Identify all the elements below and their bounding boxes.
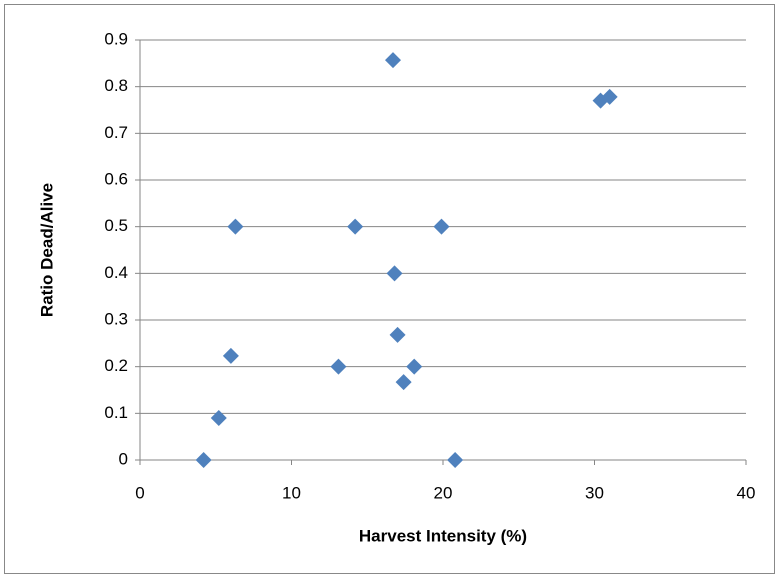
x-tick-label: 10	[282, 483, 301, 502]
y-axis-title: Ratio Dead/Alive	[37, 183, 56, 317]
point	[395, 374, 412, 391]
y-tick-label: 0.4	[104, 263, 128, 282]
point	[195, 452, 212, 468]
x-tick-label: 30	[585, 483, 604, 502]
point	[389, 326, 406, 343]
y-tick-label: 0.8	[104, 76, 128, 95]
y-tick-label: 0.7	[104, 123, 128, 142]
y-tick-label: 0.3	[104, 309, 128, 328]
point	[210, 410, 227, 426]
x-tick-label: 40	[737, 483, 756, 502]
point	[406, 358, 423, 375]
x-axis-title: Harvest Intensity (%)	[359, 526, 527, 545]
y-tick-label: 0.1	[104, 403, 128, 422]
point	[227, 218, 244, 235]
y-tick-label: 0	[119, 449, 128, 468]
chart-border	[4, 4, 775, 574]
point	[386, 265, 403, 282]
x-tick-label: 0	[135, 483, 144, 502]
x-tick-label: 20	[434, 483, 453, 502]
point	[385, 52, 402, 69]
y-tick-label: 0.5	[104, 216, 128, 235]
y-tick-label: 0.9	[104, 29, 128, 48]
point	[601, 88, 618, 105]
point	[222, 347, 239, 364]
y-tick-label: 0.2	[104, 356, 128, 375]
point	[433, 218, 450, 235]
point	[347, 218, 364, 235]
point	[330, 358, 347, 375]
point	[447, 452, 464, 468]
y-tick-label: 0.6	[104, 169, 128, 188]
